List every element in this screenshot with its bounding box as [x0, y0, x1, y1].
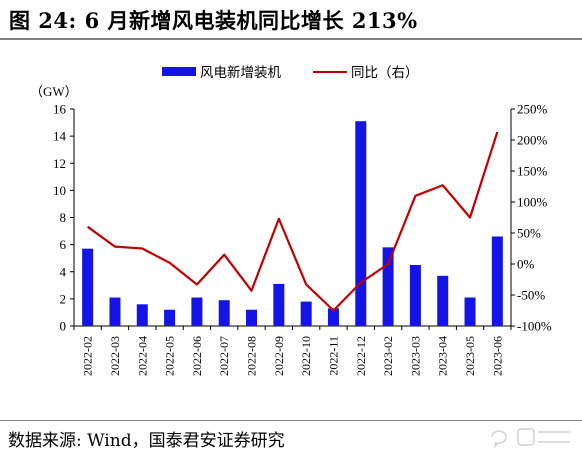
x-tick-label: 2022-04: [135, 336, 149, 376]
left-tick-label: 12: [53, 156, 66, 171]
x-tick-label: 2023-02: [381, 336, 395, 376]
bar: [136, 304, 148, 326]
bar: [464, 297, 476, 326]
legend-bar-swatch: [162, 67, 196, 76]
line-series: [87, 131, 499, 312]
x-tick-label: 2022-10: [299, 336, 313, 376]
x-tick-label: 2023-05: [463, 336, 477, 376]
x-tick-label: 2022-05: [163, 336, 177, 376]
right-tick-label: 0%: [517, 257, 535, 272]
left-tick-label: 10: [53, 183, 66, 198]
legend-line-label: 同比（右）: [351, 65, 419, 80]
right-tick-label: -100%: [517, 319, 552, 334]
title-divider: [0, 38, 582, 40]
left-tick-label: 4: [60, 264, 67, 279]
x-tick-label: 2023-03: [408, 336, 422, 376]
bar-series: [82, 121, 503, 326]
bar: [246, 309, 258, 326]
x-tick-label: 2023-04: [436, 336, 450, 376]
bar: [327, 308, 339, 326]
legend: 风电新增装机 同比（右）: [162, 65, 419, 80]
bar: [355, 121, 367, 326]
bar: [191, 297, 203, 326]
bar: [218, 300, 230, 326]
bar: [409, 264, 421, 326]
wind-capacity-chart: 风电新增装机 同比（右） 0 2 4 6 8 10 12 14 16 -100% -50% 0% 50% 1…: [30, 65, 552, 376]
x-tick-label: 2022-09: [272, 336, 286, 376]
x-tick-label: 2022-07: [217, 336, 231, 376]
right-tick-label: 150%: [517, 164, 548, 179]
left-tick-label: 8: [60, 210, 67, 225]
bar: [437, 275, 449, 326]
x-tick-label: 2022-02: [81, 336, 95, 376]
yoy-line: [87, 131, 499, 312]
bar: [109, 297, 121, 326]
left-tick-label: 2: [60, 291, 67, 306]
x-tick-label: 2022-03: [108, 336, 122, 376]
legend-bar-label: 风电新增装机: [200, 65, 281, 80]
left-tick-label: 6: [60, 237, 67, 252]
right-tick-label: 200%: [517, 133, 548, 148]
bar: [382, 247, 394, 326]
left-tick-label: 0: [60, 319, 67, 334]
watermark-logo: [491, 428, 570, 449]
axes: 0 2 4 6 8 10 12 14 16 -100% -50% 0% 50% 100% 150% 200% 2…: [30, 84, 552, 376]
right-tick-label: 50%: [517, 226, 541, 241]
figure-title: 图 24: 6 月新增风电装机同比增长 213%: [9, 8, 418, 33]
bar: [164, 309, 176, 326]
bar: [300, 301, 312, 326]
bar: [82, 248, 94, 326]
right-tick-label: 100%: [517, 195, 548, 210]
bar: [273, 283, 285, 326]
right-tick-label: -50%: [517, 288, 545, 303]
left-tick-label: 16: [53, 102, 67, 117]
right-tick-label: 250%: [517, 102, 548, 117]
source-note: 数据来源: Wind，国泰君安证券研究: [8, 431, 285, 451]
x-tick-label: 2022-12: [354, 336, 368, 376]
left-tick-label: 14: [53, 129, 67, 144]
x-tick-label: 2022-11: [326, 336, 340, 376]
left-axis-unit: （GW）: [30, 84, 78, 99]
source-divider: [0, 420, 582, 421]
x-tick-label: 2022-08: [245, 336, 259, 376]
x-tick-label: 2022-06: [190, 336, 204, 376]
x-tick-label: 2023-06: [490, 336, 504, 376]
bar: [491, 236, 503, 326]
